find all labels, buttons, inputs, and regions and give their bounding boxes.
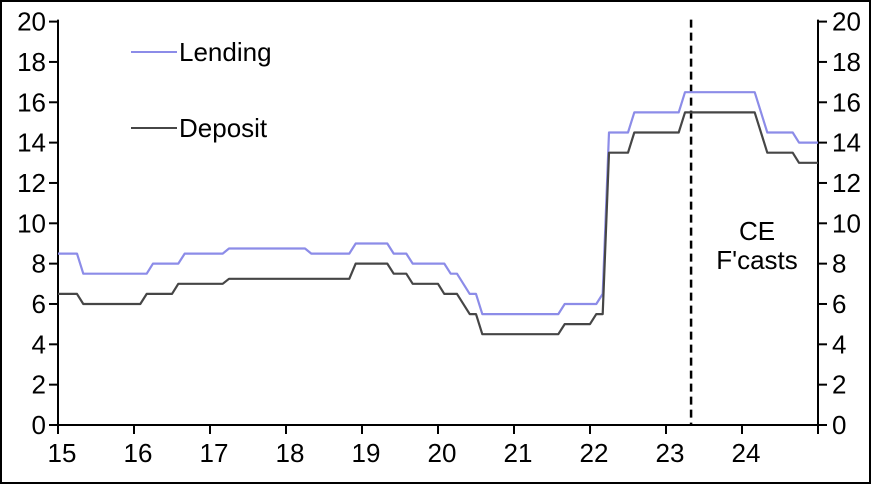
deposit-line-swatch (131, 127, 177, 129)
legend-label-deposit: Deposit (179, 112, 268, 143)
x-axis-label: 20 (428, 438, 457, 468)
forecast-annotation-line2: F'casts (716, 245, 798, 275)
y-axis-label-left: 12 (17, 168, 46, 198)
y-axis-label-right: 0 (832, 410, 846, 440)
y-axis-label-left: 16 (17, 87, 46, 117)
legend-item-lending: Lending (131, 37, 272, 67)
x-axis-label: 17 (200, 438, 229, 468)
y-axis-label-left: 14 (17, 128, 46, 158)
y-axis-label-right: 12 (832, 168, 861, 198)
y-axis-label-right: 14 (832, 128, 861, 158)
y-axis-label-left: 2 (32, 370, 46, 400)
x-axis-label: 16 (124, 438, 153, 468)
series-line-deposit (58, 111, 818, 336)
x-axis-label: 19 (352, 438, 381, 468)
x-axis-label: 23 (656, 438, 685, 468)
legend-item-deposit: Deposit (131, 113, 267, 143)
legend-label-lending: Lending (179, 36, 272, 67)
x-axis-label: 21 (504, 438, 533, 468)
y-axis-label-right: 18 (832, 47, 861, 77)
y-axis-label-left: 18 (17, 47, 46, 77)
y-axis-label-left: 4 (32, 329, 46, 359)
y-axis-label-right: 16 (832, 87, 861, 117)
y-axis-label-left: 6 (32, 289, 46, 319)
y-axis-label-right: 6 (832, 289, 846, 319)
forecast-annotation-line1: CE (738, 216, 776, 246)
y-axis-label-left: 8 (32, 249, 46, 279)
y-axis-label-left: 0 (32, 410, 46, 440)
series-line-lending (58, 91, 818, 316)
x-axis-label: 15 (48, 438, 77, 468)
y-axis-label-right: 20 (832, 7, 861, 37)
x-axis-label: 22 (580, 438, 609, 468)
forecast-annotation: CE F'casts (687, 217, 827, 275)
y-axis-label-left: 20 (17, 7, 46, 37)
y-axis-label-right: 4 (832, 329, 846, 359)
lending-line-swatch (131, 51, 177, 53)
x-axis-label: 18 (276, 438, 305, 468)
y-axis-label-right: 10 (832, 208, 861, 238)
y-axis-label-right: 8 (832, 249, 846, 279)
y-axis-label-left: 10 (17, 208, 46, 238)
y-axis-label-right: 2 (832, 370, 846, 400)
x-axis-label: 24 (732, 438, 761, 468)
